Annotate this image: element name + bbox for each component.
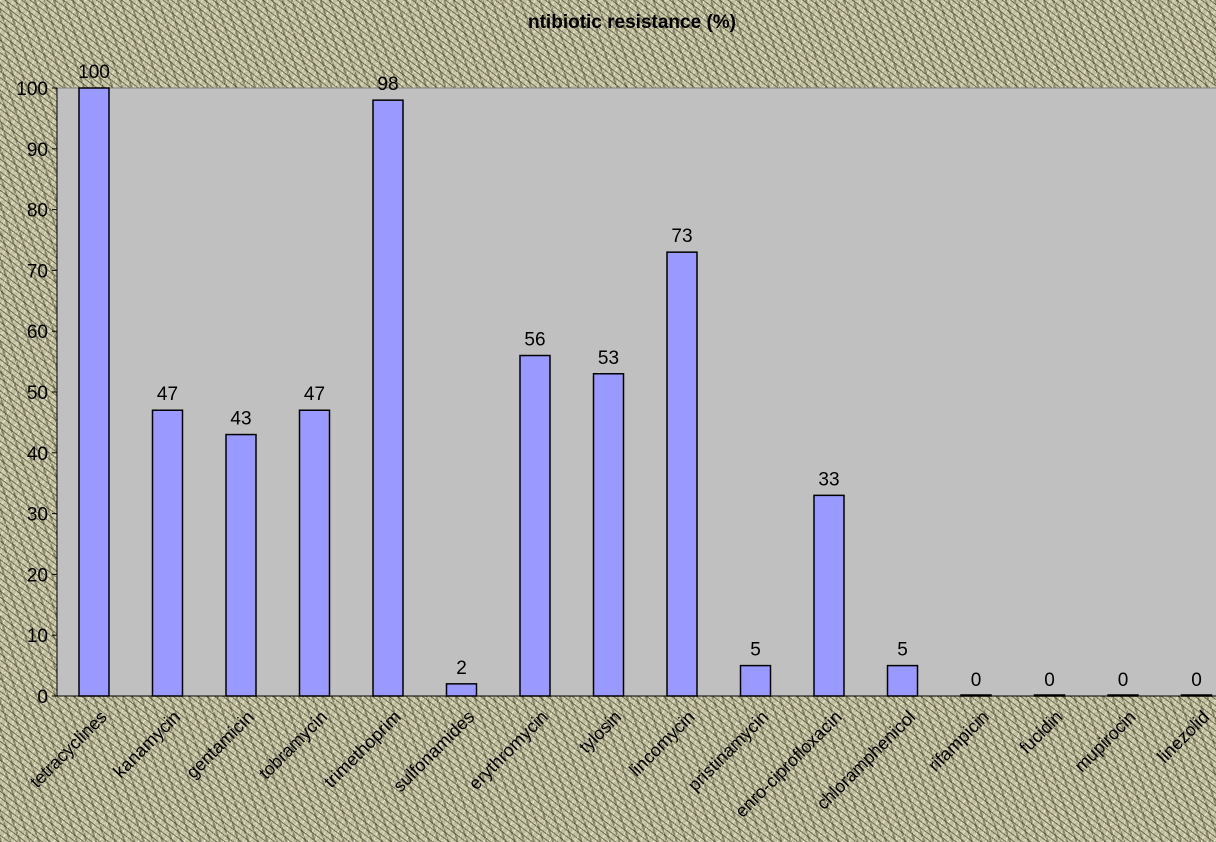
y-tick-label: 70 <box>27 261 48 282</box>
y-tick-label: 10 <box>27 626 48 647</box>
y-tick-label: 100 <box>16 79 48 100</box>
y-tick-label: 90 <box>27 140 48 161</box>
data-label: 0 <box>1191 670 1202 691</box>
x-tick-label: erythromycin <box>465 707 552 794</box>
bar <box>592 373 625 697</box>
y-tick-label: 0 <box>37 687 48 708</box>
bar <box>519 354 551 697</box>
y-tick-label: 80 <box>27 201 48 222</box>
bar <box>666 251 698 697</box>
data-label: 0 <box>1118 670 1129 691</box>
y-tick-label: 40 <box>27 444 48 465</box>
y-tick-label: 50 <box>27 383 48 404</box>
bar <box>225 433 257 697</box>
bar <box>298 409 331 697</box>
x-tick-label: tetracyclines <box>26 707 111 792</box>
x-tick-label: lincomycin <box>625 707 699 781</box>
data-label: 100 <box>78 62 110 83</box>
data-label: 5 <box>897 640 908 661</box>
y-tick-label: 60 <box>27 322 48 343</box>
bar <box>739 664 772 697</box>
data-label: 47 <box>304 384 325 405</box>
data-label: 73 <box>671 226 692 247</box>
bar <box>372 99 404 697</box>
x-tick-label: linezolid <box>1153 707 1213 767</box>
data-label: 5 <box>750 640 761 661</box>
x-tick-label: gentamicin <box>182 707 258 783</box>
x-tick-label: tobramycin <box>255 707 331 783</box>
x-tick-label: rifampicin <box>924 707 993 776</box>
chart-title: ntibiotic resistance (%) <box>528 12 736 33</box>
data-label: 33 <box>818 469 839 490</box>
x-tick-label: fucidin <box>1015 707 1066 758</box>
data-label: 56 <box>524 330 545 351</box>
bar <box>78 87 110 697</box>
data-label: 0 <box>971 670 982 691</box>
x-tick-label: kanamycin <box>109 707 184 782</box>
bar <box>445 683 478 697</box>
data-label: 47 <box>157 384 178 405</box>
data-label: 43 <box>230 409 251 430</box>
y-tick-label: 30 <box>27 505 48 526</box>
bar <box>886 664 919 697</box>
data-label: 0 <box>1044 670 1055 691</box>
bar <box>813 494 845 697</box>
x-tick-label: mupirocin <box>1071 707 1140 776</box>
data-label: 53 <box>598 348 619 369</box>
y-tick-label: 20 <box>27 565 48 586</box>
bar <box>151 409 184 697</box>
x-tick-label: tylosin <box>575 707 625 757</box>
data-label: 98 <box>377 74 398 95</box>
data-label: 2 <box>456 658 467 679</box>
